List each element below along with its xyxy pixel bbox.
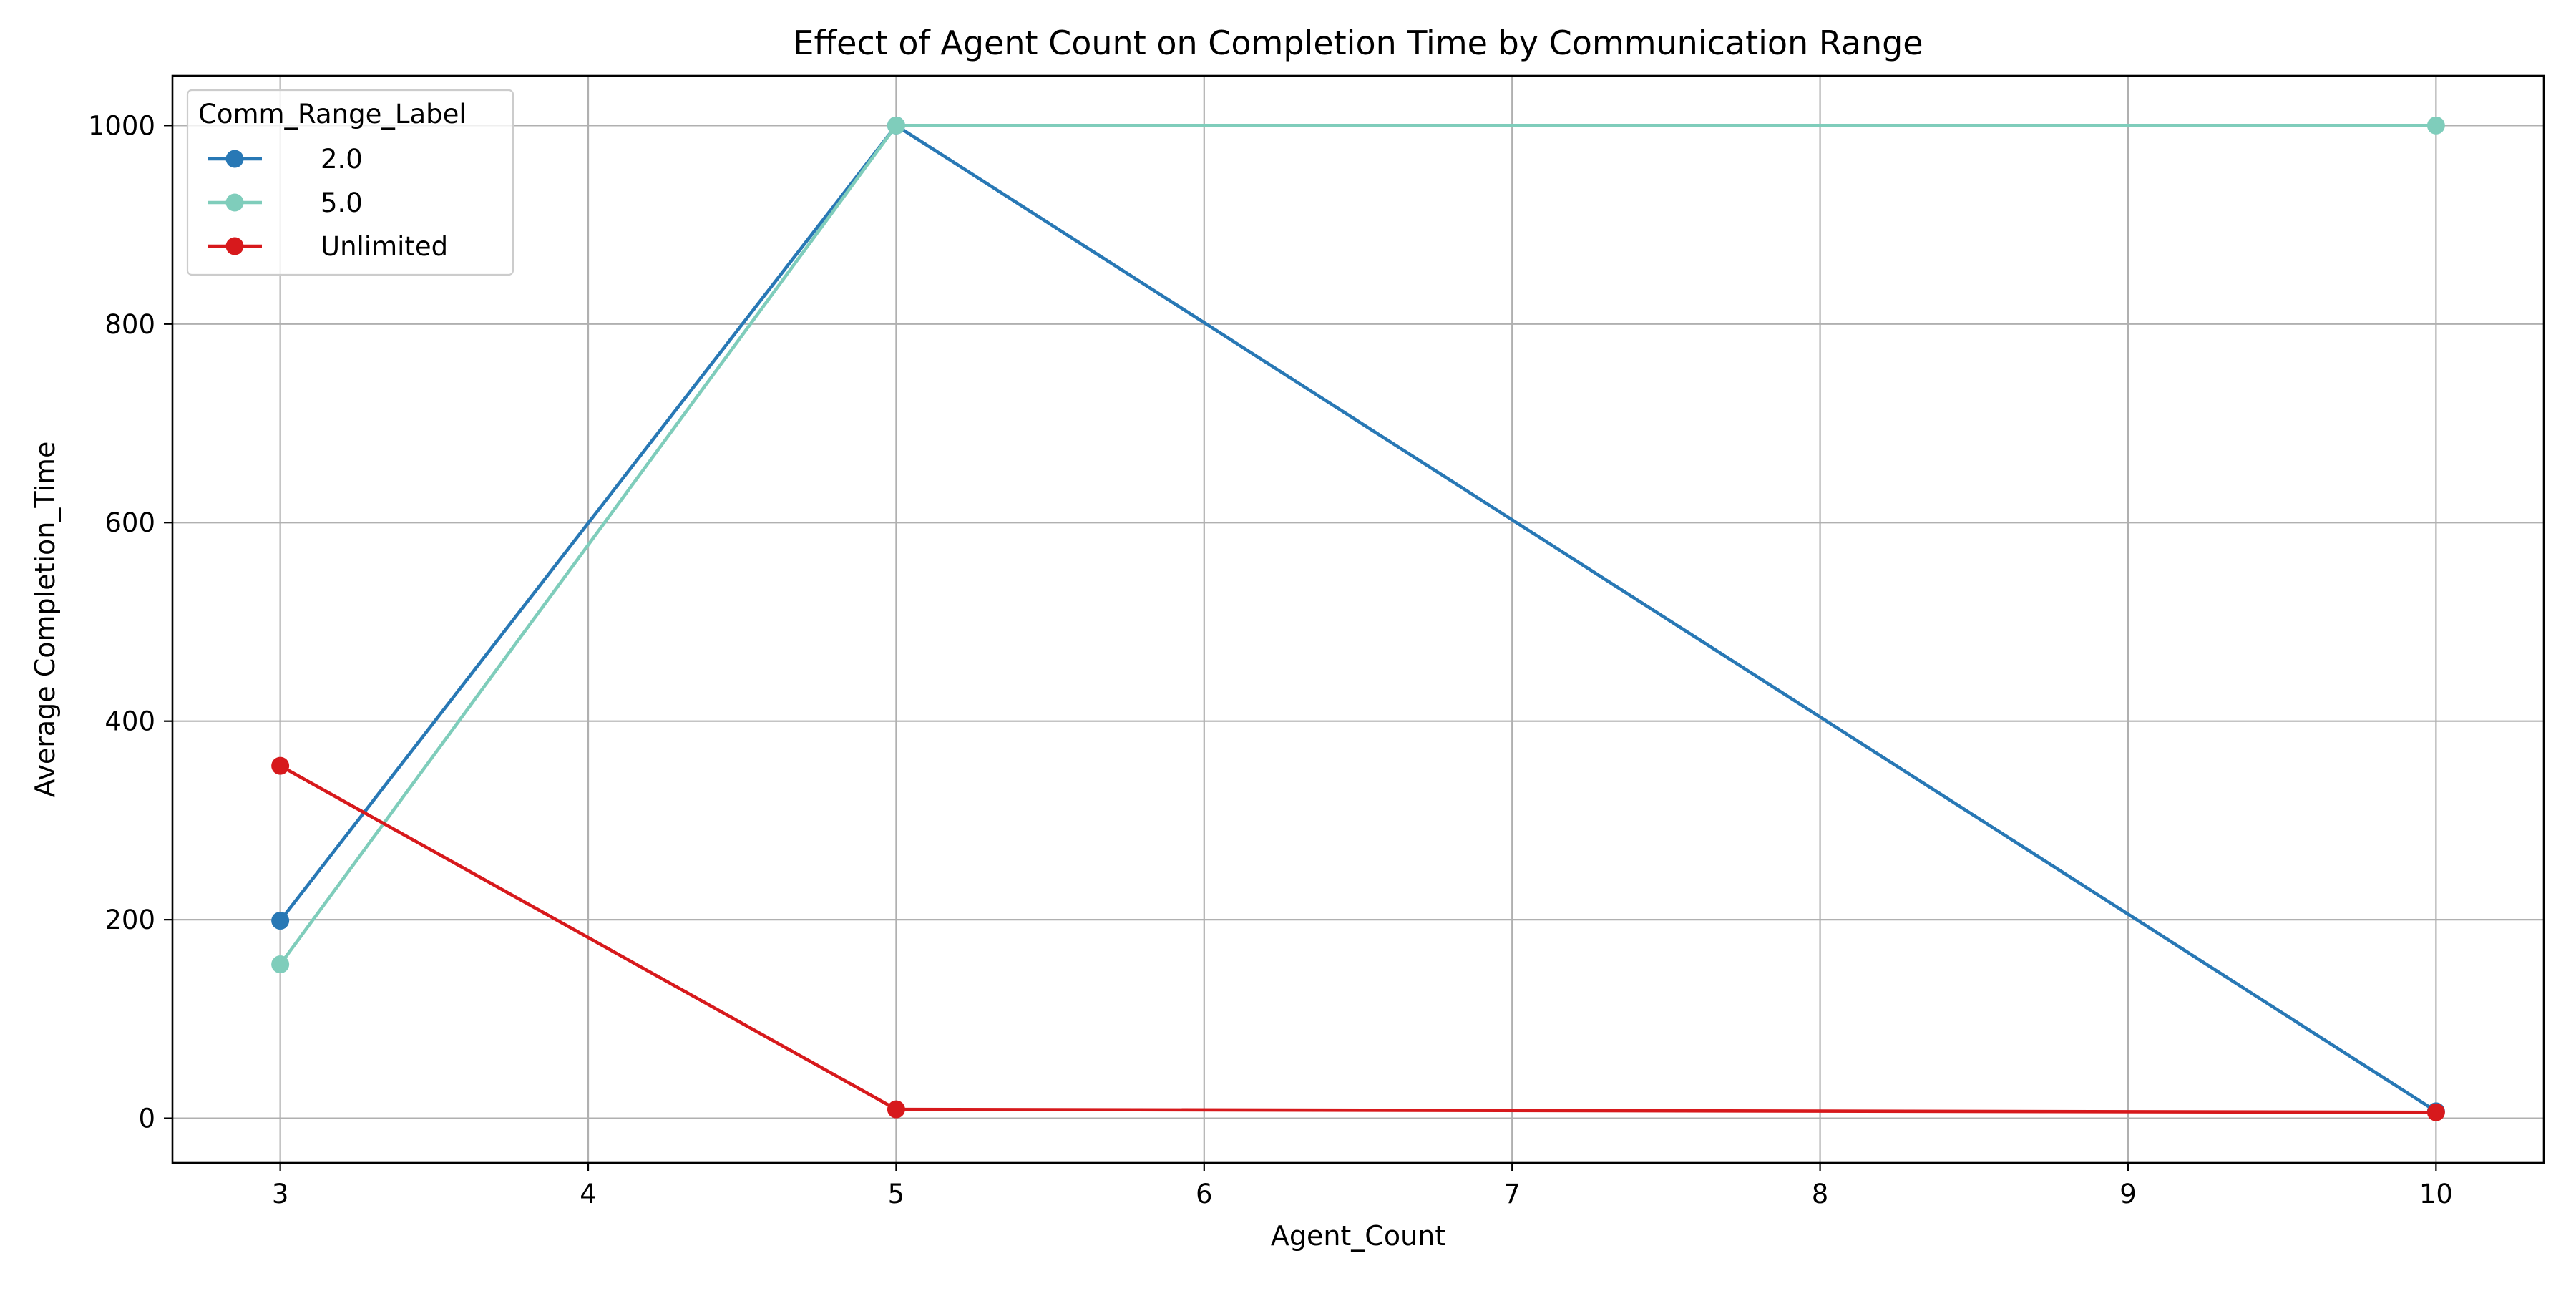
y-tick-label: 800 — [104, 309, 155, 340]
data-point — [271, 912, 290, 930]
data-point — [887, 116, 905, 135]
legend-marker — [225, 193, 244, 212]
x-tick-label: 4 — [580, 1179, 597, 1209]
y-tick-label: 200 — [104, 905, 155, 935]
plot-frame — [171, 74, 2545, 1164]
x-tick-label: 7 — [1503, 1179, 1521, 1209]
legend-label: 2.0 — [321, 144, 363, 175]
series-line — [279, 764, 2436, 1114]
legend-box — [186, 89, 514, 276]
y-axis-label: Average Completion_Time — [29, 442, 61, 798]
x-axis-label: Agent_Count — [1271, 1220, 1445, 1252]
data-point — [271, 955, 290, 974]
data-point — [271, 756, 290, 775]
series-line — [278, 124, 2437, 1113]
legend-entry: Unlimited — [208, 231, 448, 262]
x-tick-label: 8 — [1812, 1179, 1829, 1209]
data-point — [2426, 116, 2445, 135]
legend-entry: 2.0 — [208, 144, 363, 175]
legend-title: Comm_Range_Label — [198, 99, 467, 130]
series-5-0 — [271, 116, 2445, 974]
legend-entries: 2.0 5.0 Unlimited — [208, 144, 448, 262]
data-point — [887, 1100, 905, 1119]
x-axis-ticks: 3 4 5 6 7 8 9 10 — [272, 1163, 2453, 1209]
x-tick-label: 6 — [1196, 1179, 1213, 1209]
y-tick-label: 600 — [104, 507, 155, 538]
x-tick-label: 5 — [888, 1179, 905, 1209]
legend-marker — [225, 237, 244, 255]
y-tick-label: 400 — [104, 706, 155, 737]
legend: Comm_Range_Label 2.0 5.0 Unlimited — [186, 89, 514, 276]
data-point — [2426, 1103, 2445, 1121]
x-tick-label: 9 — [2119, 1179, 2137, 1209]
legend-entry: 5.0 — [208, 187, 363, 218]
y-tick-label: 0 — [138, 1104, 155, 1134]
chart-title: Effect of Agent Count on Completion Time… — [793, 24, 1923, 62]
y-axis-ticks: 0 200 400 600 800 1000 — [88, 110, 172, 1134]
series-2-0 — [271, 116, 2445, 1121]
x-tick-label: 3 — [272, 1179, 289, 1209]
grid — [172, 76, 2544, 1163]
y-tick-label: 1000 — [88, 110, 155, 141]
legend-marker — [225, 150, 244, 168]
series-lines — [271, 116, 2445, 1121]
series-line — [278, 124, 2436, 965]
legend-label: Unlimited — [321, 231, 448, 262]
x-tick-label: 10 — [2419, 1179, 2453, 1209]
legend-label: 5.0 — [321, 187, 363, 218]
series-unlimited — [271, 756, 2445, 1121]
